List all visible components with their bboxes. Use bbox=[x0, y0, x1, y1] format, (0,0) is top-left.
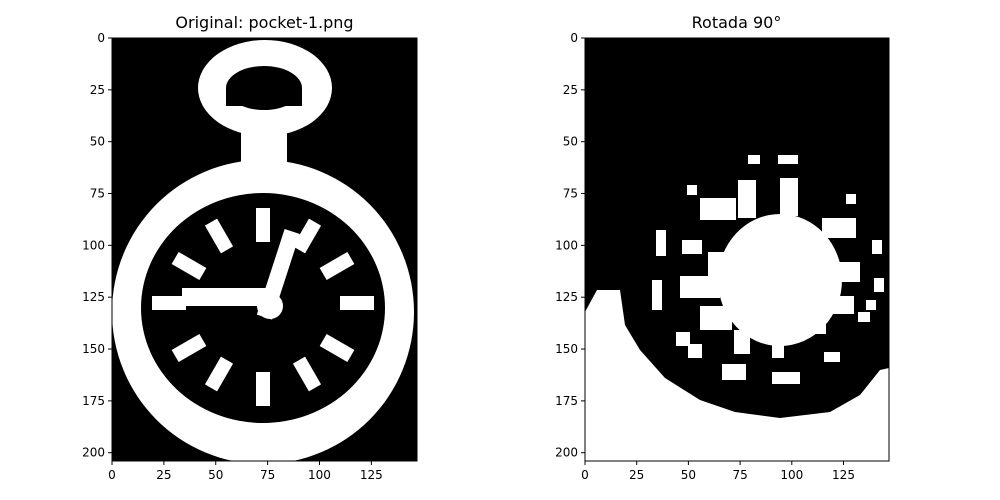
rotated-spoke bbox=[700, 198, 736, 220]
x-tick-label: 75 bbox=[732, 468, 747, 482]
hour-hand bbox=[182, 288, 272, 306]
rotated-spoke bbox=[700, 306, 732, 330]
panel-original-x-ticks: 0 25 50 75 100 125 bbox=[108, 461, 383, 482]
rotated-spoke bbox=[826, 296, 854, 314]
panel-rotated-x-ticks: 0 25 50 75 100 125 bbox=[581, 461, 855, 482]
hour-marker bbox=[204, 356, 234, 392]
panel-rotated-title: Rotada 90° bbox=[692, 13, 782, 32]
rotated-fragment bbox=[688, 344, 702, 358]
rotated-fragment bbox=[652, 280, 662, 310]
hour-marker bbox=[152, 296, 186, 310]
hour-marker bbox=[171, 251, 207, 281]
rotated-spoke bbox=[804, 312, 826, 334]
y-tick-label: 75 bbox=[563, 187, 578, 201]
x-tick-label: 75 bbox=[260, 468, 275, 482]
x-tick-label: 25 bbox=[629, 468, 644, 482]
hour-marker bbox=[340, 296, 374, 310]
x-tick-label: 100 bbox=[780, 468, 803, 482]
hour-marker bbox=[319, 333, 355, 363]
panel-original-frame bbox=[111, 37, 418, 462]
watch-ring-hole-bottom bbox=[226, 88, 302, 106]
rotated-fragment bbox=[656, 230, 666, 256]
x-tick-label: 125 bbox=[360, 468, 383, 482]
y-tick-label: 200 bbox=[555, 446, 578, 460]
rotated-spoke bbox=[826, 262, 860, 282]
hour-marker bbox=[171, 333, 207, 363]
x-tick-label: 0 bbox=[581, 468, 589, 482]
rotated-fragment bbox=[676, 332, 690, 346]
panel-original: Original: pocket-1.png bbox=[82, 13, 418, 482]
y-tick-label: 50 bbox=[563, 135, 578, 149]
y-tick-label: 150 bbox=[82, 342, 105, 356]
rotated-fragment bbox=[866, 300, 876, 310]
hour-marker bbox=[319, 251, 355, 281]
rotated-spoke bbox=[738, 180, 756, 218]
panel-rotated: Rotada 90° bbox=[555, 13, 890, 482]
y-tick-label: 175 bbox=[555, 394, 578, 408]
y-tick-label: 150 bbox=[555, 342, 578, 356]
hour-marker bbox=[204, 218, 234, 254]
rotated-fragment bbox=[858, 312, 870, 322]
rotated-fragment bbox=[772, 338, 784, 358]
rotated-fragment bbox=[722, 364, 746, 380]
y-tick-label: 0 bbox=[97, 31, 105, 45]
y-tick-label: 125 bbox=[555, 290, 578, 304]
rotated-fragment bbox=[687, 185, 697, 195]
y-tick-label: 25 bbox=[90, 83, 105, 97]
rotated-spoke bbox=[734, 330, 750, 354]
rotated-marker-fragments bbox=[652, 155, 884, 384]
rotated-spoke bbox=[780, 178, 798, 216]
y-tick-label: 50 bbox=[90, 135, 105, 149]
rotated-fragment bbox=[682, 240, 702, 254]
rotated-fragment bbox=[772, 372, 800, 384]
y-tick-label: 125 bbox=[82, 290, 105, 304]
panel-rotated-y-ticks: 0 25 50 75 100 125 150 175 200 bbox=[555, 31, 585, 460]
rotated-dial-spokes bbox=[680, 178, 860, 354]
panel-original-title: Original: pocket-1.png bbox=[175, 13, 353, 32]
y-tick-label: 175 bbox=[82, 394, 105, 408]
x-tick-label: 0 bbox=[108, 468, 116, 482]
hour-marker bbox=[256, 208, 270, 242]
hour-marker bbox=[292, 356, 322, 392]
rotated-spoke bbox=[766, 310, 784, 334]
y-tick-label: 100 bbox=[82, 238, 105, 252]
y-tick-label: 100 bbox=[555, 238, 578, 252]
rotated-fragment bbox=[824, 352, 840, 362]
rotated-fragment bbox=[872, 240, 882, 254]
rotated-fragment bbox=[778, 155, 798, 164]
original-image bbox=[112, 38, 417, 461]
y-tick-label: 75 bbox=[90, 187, 105, 201]
y-tick-label: 200 bbox=[82, 446, 105, 460]
hand-hub bbox=[257, 293, 283, 319]
rotated-image bbox=[585, 38, 889, 461]
hour-marker bbox=[292, 218, 322, 254]
rotated-case-region bbox=[585, 290, 889, 461]
hour-marker bbox=[256, 372, 270, 406]
panel-rotated-frame bbox=[584, 37, 890, 462]
rotated-fragment bbox=[846, 194, 856, 204]
panel-original-y-ticks: 0 25 50 75 100 125 150 175 200 bbox=[82, 31, 112, 460]
x-tick-label: 50 bbox=[681, 468, 696, 482]
hour-markers bbox=[152, 208, 374, 406]
rotated-fragment bbox=[874, 278, 884, 292]
rotated-spoke bbox=[822, 218, 856, 238]
y-tick-label: 0 bbox=[570, 31, 578, 45]
x-tick-label: 25 bbox=[156, 468, 171, 482]
x-tick-label: 125 bbox=[832, 468, 855, 482]
rotated-fragment bbox=[748, 155, 760, 164]
x-tick-label: 100 bbox=[308, 468, 331, 482]
y-tick-label: 25 bbox=[563, 83, 578, 97]
rotated-spoke bbox=[680, 276, 720, 298]
watch-hands bbox=[182, 229, 300, 320]
x-tick-label: 50 bbox=[208, 468, 223, 482]
